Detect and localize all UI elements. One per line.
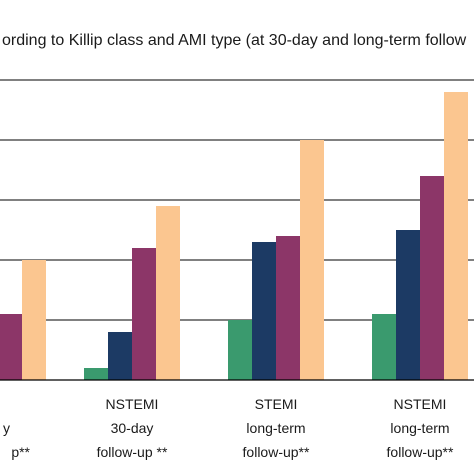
bar-3-3 (444, 92, 468, 380)
category-label-3-line-1: long-term (390, 420, 449, 436)
category-label-0-line-1: y (3, 420, 10, 436)
bars (0, 92, 468, 380)
bar-3-1 (396, 230, 420, 380)
bar-1-1 (108, 332, 132, 380)
category-label-1-line-1: 30-day (111, 420, 154, 436)
bar-3-0 (372, 314, 396, 380)
chart-title: ording to Killip class and AMI type (at … (2, 32, 467, 49)
bar-0-2 (0, 314, 22, 380)
bar-0-3 (22, 260, 46, 380)
category-label-0-line-2: p** (11, 444, 30, 460)
category-label-3-line-0: NSTEMI (394, 396, 447, 412)
category-label-2-line-1: long-term (246, 420, 305, 436)
category-label-3-line-2: follow-up** (387, 444, 454, 460)
category-label-1-line-2: follow-up ** (97, 444, 168, 460)
bar-1-2 (132, 248, 156, 380)
bar-2-3 (300, 140, 324, 380)
category-label-2-line-2: follow-up** (243, 444, 310, 460)
bar-2-1 (252, 242, 276, 380)
bar-3-2 (420, 176, 444, 380)
bar-2-2 (276, 236, 300, 380)
bar-1-3 (156, 206, 180, 380)
bar-1-0 (84, 368, 108, 380)
bar-2-0 (228, 320, 252, 380)
category-label-2-line-0: STEMI (255, 396, 298, 412)
category-labels: yp** NSTEMI 30-day follow-up ** STEMI long-te… (3, 396, 454, 460)
category-label-1-line-0: NSTEMI (106, 396, 159, 412)
